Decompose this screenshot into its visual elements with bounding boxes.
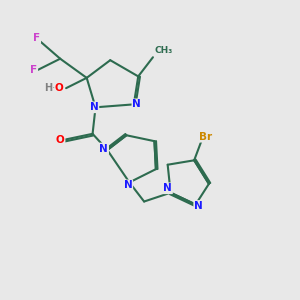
Text: Br: Br xyxy=(200,132,212,142)
Text: N: N xyxy=(99,143,108,154)
Text: N: N xyxy=(124,180,132,190)
Text: H: H xyxy=(44,83,52,93)
Text: N: N xyxy=(163,183,172,193)
Text: CH₃: CH₃ xyxy=(154,46,173,55)
Text: F: F xyxy=(30,65,37,76)
Text: O: O xyxy=(56,135,64,145)
Text: N: N xyxy=(90,102,98,112)
Text: F: F xyxy=(33,33,40,43)
Text: N: N xyxy=(132,99,141,110)
Text: ·: · xyxy=(52,83,55,93)
Text: O: O xyxy=(55,83,64,93)
Text: N: N xyxy=(194,201,203,211)
